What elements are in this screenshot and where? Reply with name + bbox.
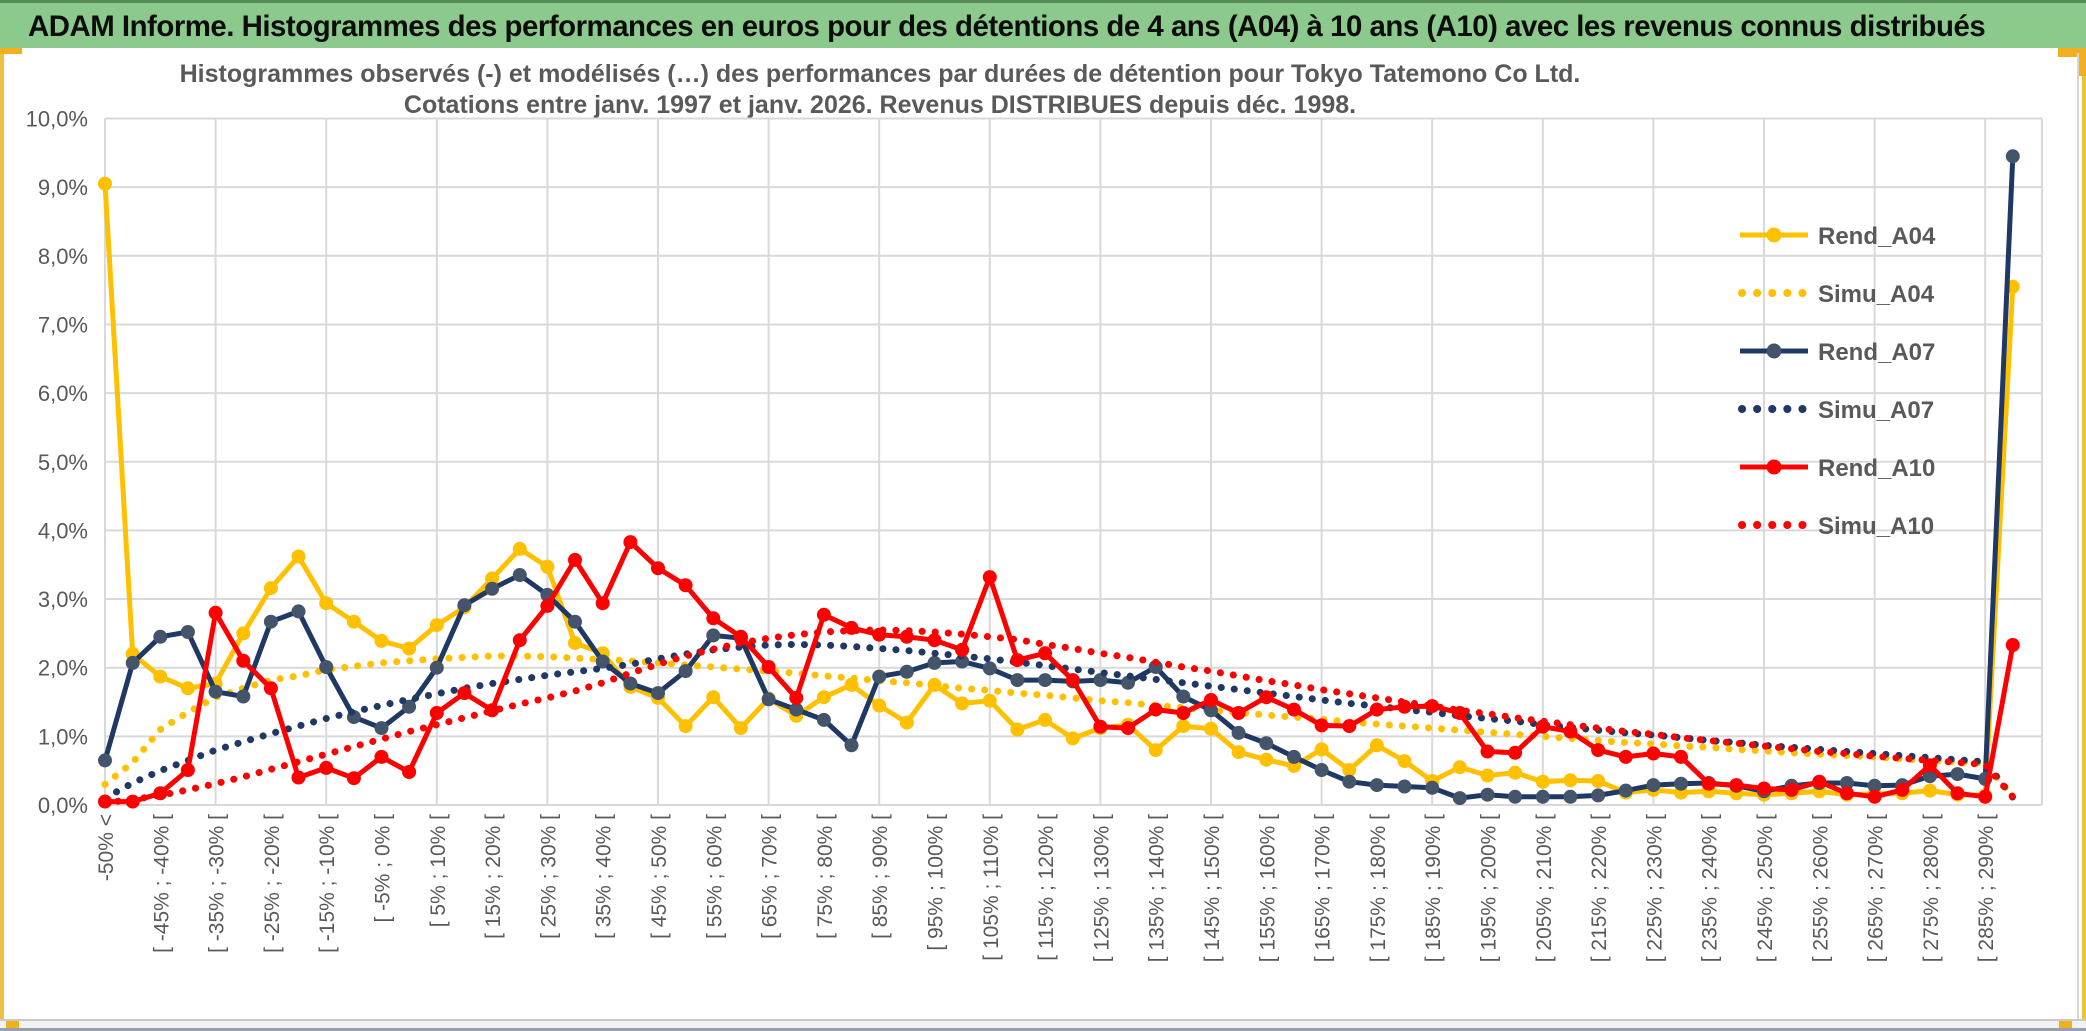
svg-text:[ 55% ; 60% [: [ 55% ; 60% [	[703, 814, 726, 939]
svg-text:[ 85% ; 90% [: [ 85% ; 90% [	[869, 814, 892, 939]
y-axis-labels: 0,0% 1,0% 2,0% 3,0% 4,0% 5,0% 6,0% 7,0% 8,0% 9,0%…	[26, 107, 88, 819]
chart-title-line2: Cotations entre janv. 1997 et janv. 2026…	[403, 91, 1357, 119]
svg-text:[ -35% ; -30% [: [ -35% ; -30% [	[206, 814, 229, 953]
bottom-right-handle[interactable]	[2059, 1021, 2072, 1028]
svg-text:[ 15% ; 20% [: [ 15% ; 20% [	[482, 814, 505, 939]
window-bottom-edge	[0, 1028, 2086, 1031]
svg-text:8,0%: 8,0%	[38, 244, 88, 269]
svg-text:10,0%: 10,0%	[26, 107, 88, 132]
svg-text:[ 45% ; 50% [: [ 45% ; 50% [	[648, 814, 671, 939]
svg-text:[ 115% ; 120% [: [ 115% ; 120% [	[1035, 814, 1058, 961]
svg-text:[ 195% ; 200% [: [ 195% ; 200% [	[1478, 814, 1501, 962]
svg-text:[ 175% ; 180% [: [ 175% ; 180% [	[1367, 814, 1390, 962]
svg-text:5,0%: 5,0%	[38, 450, 88, 475]
gridlines	[104, 117, 2043, 806]
svg-text:-50% <: -50% <	[95, 814, 118, 881]
svg-text:[ 185% ; 190% [: [ 185% ; 190% [	[1422, 814, 1445, 962]
svg-text:[ 105% ; 110% [: [ 105% ; 110% [	[980, 814, 1003, 961]
svg-text:[ 235% ; 240% [: [ 235% ; 240% [	[1699, 814, 1722, 962]
svg-text:[ 25% ; 30% [: [ 25% ; 30% [	[537, 814, 560, 939]
svg-text:1,0%: 1,0%	[38, 724, 88, 749]
svg-text:[ 145% ; 150% [: [ 145% ; 150% [	[1201, 814, 1224, 962]
svg-text:[ 205% ; 210% [: [ 205% ; 210% [	[1533, 814, 1556, 962]
svg-text:[ 135% ; 140% [: [ 135% ; 140% [	[1146, 814, 1169, 962]
frame-corner-top-right	[2058, 48, 2086, 57]
svg-text:Simu_A10: Simu_A10	[1818, 513, 1934, 540]
series-Rend_A07[interactable]	[98, 149, 2020, 806]
svg-text:[ -25% ; -20% [: [ -25% ; -20% [	[261, 814, 284, 953]
svg-text:[ 155% ; 160% [: [ 155% ; 160% [	[1256, 814, 1279, 962]
svg-text:[ 225% ; 230% [: [ 225% ; 230% [	[1643, 814, 1666, 962]
series-Rend_A10[interactable]	[98, 535, 2020, 809]
legend-item-Rend_A07[interactable]: Rend_A07	[1740, 339, 1935, 366]
legend-item-Simu_A10[interactable]: Simu_A10	[1738, 513, 1934, 540]
right-frame-strip	[2082, 48, 2086, 1029]
svg-text:[ 125% ; 130% [: [ 125% ; 130% [	[1090, 814, 1113, 962]
svg-text:Simu_A04: Simu_A04	[1818, 281, 1935, 308]
series-Simu_A04[interactable]	[101, 652, 2017, 801]
svg-text:[ 275% ; 280% [: [ 275% ; 280% [	[1920, 814, 1943, 962]
svg-text:[ -5% ; 0% [: [ -5% ; 0% [	[372, 814, 395, 923]
svg-text:9,0%: 9,0%	[38, 175, 88, 200]
chart-object-border	[2077, 53, 2079, 1019]
svg-text:[ 255% ; 260% [: [ 255% ; 260% [	[1809, 814, 1832, 962]
x-axis-labels: -50% < [ -45% ; -40% [ [ -35% ; -30% [ [ -2…	[95, 814, 1998, 962]
window-title-bar: ADAM Informe. Histogrammes des performan…	[0, 0, 2086, 48]
left-frame-strip	[0, 48, 4, 1029]
svg-text:[ 245% ; 250% [: [ 245% ; 250% [	[1754, 814, 1777, 962]
bottom-scroll-strip[interactable]	[0, 1019, 2086, 1028]
chart-title-line1: Histogrammes observés (-) et modélisés (…	[179, 60, 1581, 88]
svg-text:[ 265% ; 270% [: [ 265% ; 270% [	[1865, 814, 1888, 962]
frame-corner-top-right-2	[2077, 48, 2086, 76]
svg-text:6,0%: 6,0%	[38, 381, 88, 406]
svg-text:[ -45% ; -40% [: [ -45% ; -40% [	[150, 814, 173, 953]
chart-legend: Rend_A04 Simu_A04 Rend_A07 Simu_A07 Rend_A…	[1738, 223, 1936, 540]
svg-text:[ 75% ; 80% [: [ 75% ; 80% [	[814, 814, 837, 939]
svg-text:3,0%: 3,0%	[38, 587, 88, 612]
series-Simu_A10[interactable]	[101, 626, 2017, 807]
svg-text:[ 285% ; 290% [: [ 285% ; 290% [	[1975, 814, 1998, 962]
frame-corner-top-left	[0, 48, 22, 54]
svg-text:[ 65% ; 70% [: [ 65% ; 70% [	[759, 814, 782, 939]
svg-text:7,0%: 7,0%	[38, 312, 88, 337]
svg-text:[ 165% ; 170% [: [ 165% ; 170% [	[1312, 814, 1335, 962]
svg-text:4,0%: 4,0%	[38, 518, 88, 543]
legend-item-Simu_A07[interactable]: Simu_A07	[1738, 397, 1934, 424]
svg-text:0,0%: 0,0%	[38, 793, 88, 818]
legend-item-Rend_A10[interactable]: Rend_A10	[1740, 455, 1935, 482]
svg-text:Rend_A04: Rend_A04	[1818, 223, 1936, 250]
svg-text:[ 35% ; 40% [: [ 35% ; 40% [	[593, 814, 616, 939]
svg-text:[ 5% ; 10% [: [ 5% ; 10% [	[427, 814, 450, 927]
svg-text:Rend_A07: Rend_A07	[1818, 339, 1935, 366]
series-Rend_A04[interactable]	[98, 176, 2020, 803]
legend-item-Rend_A04[interactable]: Rend_A04	[1740, 223, 1936, 250]
svg-text:Simu_A07: Simu_A07	[1818, 397, 1934, 424]
window-title: ADAM Informe. Histogrammes des performan…	[28, 10, 1986, 43]
svg-text:[ 95% ; 100% [: [ 95% ; 100% [	[925, 814, 948, 951]
svg-text:2,0%: 2,0%	[38, 656, 88, 681]
svg-text:[ -15% ; -10% [: [ -15% ; -10% [	[316, 814, 339, 953]
bottom-left-handle[interactable]	[6, 1021, 19, 1028]
svg-text:[ 215% ; 220% [: [ 215% ; 220% [	[1588, 814, 1611, 962]
legend-item-Simu_A04[interactable]: Simu_A04	[1738, 281, 1935, 308]
svg-text:Rend_A10: Rend_A10	[1818, 455, 1935, 482]
